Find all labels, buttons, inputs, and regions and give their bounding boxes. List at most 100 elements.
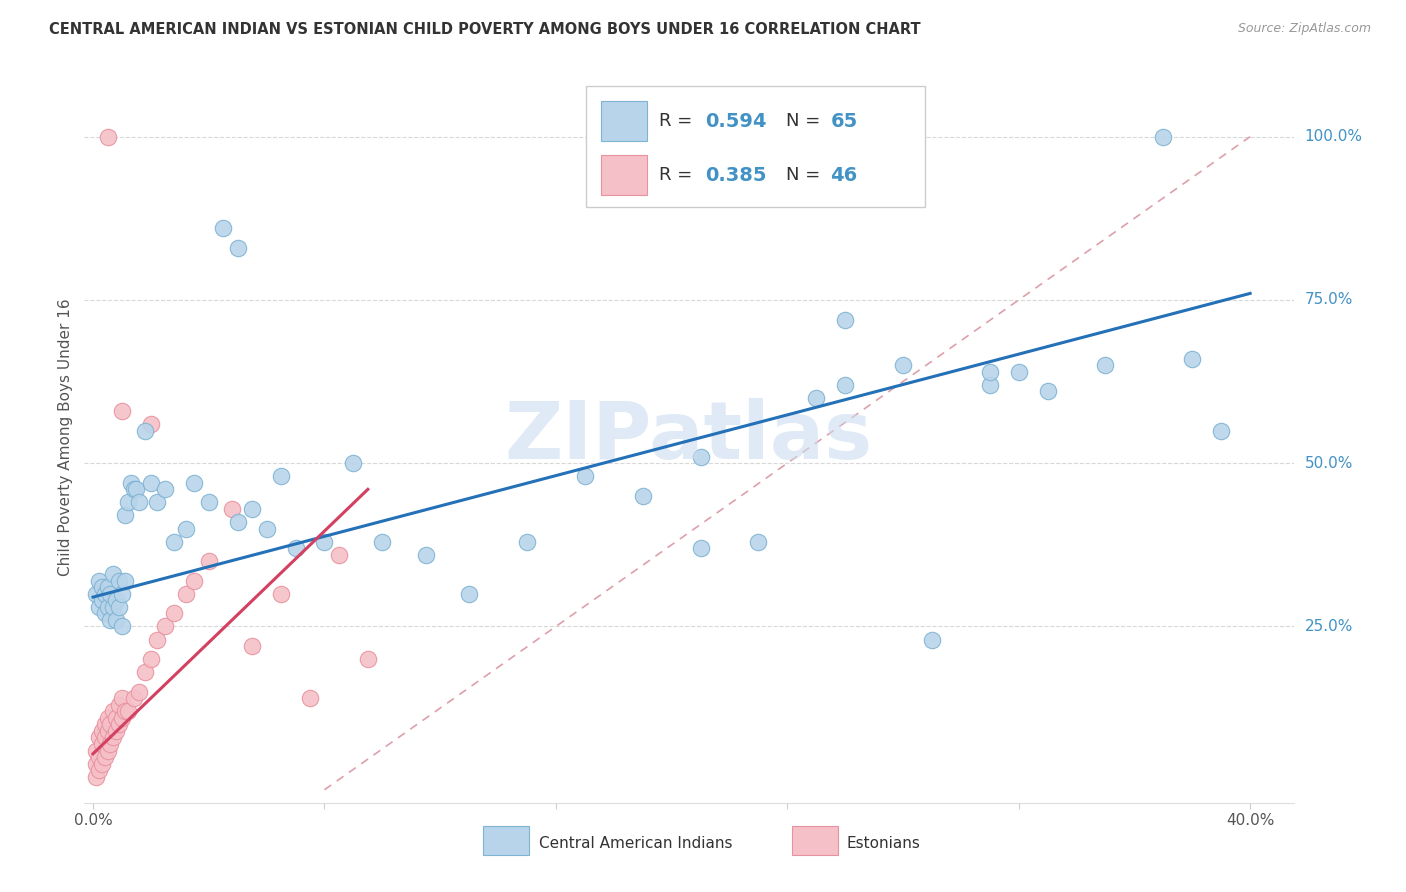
Point	[979, 377, 1001, 392]
Text: 75.0%: 75.0%	[1305, 293, 1353, 308]
Point	[120, 475, 142, 490]
Point	[139, 652, 162, 666]
Point	[921, 632, 943, 647]
Point	[183, 475, 205, 490]
Point	[84, 587, 107, 601]
Point	[100, 613, 122, 627]
Point	[1036, 384, 1059, 399]
FancyBboxPatch shape	[586, 86, 925, 207]
Text: 0.594: 0.594	[704, 112, 766, 130]
Point	[174, 521, 197, 535]
Point	[342, 456, 364, 470]
Point	[93, 607, 115, 621]
Point	[197, 554, 219, 568]
Point	[155, 483, 177, 497]
Point	[516, 534, 538, 549]
Text: R =: R =	[659, 166, 697, 185]
Y-axis label: Child Poverty Among Boys Under 16: Child Poverty Among Boys Under 16	[58, 298, 73, 576]
Point	[111, 587, 134, 601]
Point	[87, 763, 110, 777]
Point	[87, 599, 110, 614]
Point	[1008, 365, 1031, 379]
Text: Central American Indians: Central American Indians	[538, 836, 733, 851]
Point	[117, 705, 139, 719]
Text: Source: ZipAtlas.com: Source: ZipAtlas.com	[1237, 22, 1371, 36]
Point	[96, 580, 118, 594]
Point	[163, 607, 186, 621]
Point	[125, 483, 148, 497]
Point	[105, 723, 128, 738]
Text: 65: 65	[831, 112, 858, 130]
Text: N =: N =	[786, 166, 825, 185]
Point	[298, 691, 321, 706]
Point	[139, 417, 162, 431]
Point	[93, 587, 115, 601]
Point	[834, 377, 856, 392]
Point	[111, 691, 134, 706]
Point	[689, 541, 711, 555]
Point	[100, 737, 122, 751]
Point	[155, 619, 177, 633]
Point	[87, 750, 110, 764]
Point	[105, 613, 128, 627]
Text: CENTRAL AMERICAN INDIAN VS ESTONIAN CHILD POVERTY AMONG BOYS UNDER 16 CORRELATIO: CENTRAL AMERICAN INDIAN VS ESTONIAN CHIL…	[49, 22, 921, 37]
Text: 25.0%: 25.0%	[1305, 619, 1353, 634]
Point	[90, 756, 112, 771]
Point	[226, 241, 249, 255]
Point	[90, 593, 112, 607]
Point	[631, 489, 654, 503]
Point	[93, 750, 115, 764]
Point	[240, 639, 263, 653]
Point	[212, 221, 235, 235]
Point	[90, 723, 112, 738]
Point	[689, 450, 711, 464]
Point	[100, 587, 122, 601]
Point	[1211, 424, 1233, 438]
Point	[747, 534, 769, 549]
Point	[84, 770, 107, 784]
Point	[114, 574, 136, 588]
Point	[111, 711, 134, 725]
Text: 50.0%: 50.0%	[1305, 456, 1353, 471]
Point	[139, 475, 162, 490]
Point	[114, 705, 136, 719]
Point	[1152, 129, 1174, 144]
Point	[122, 691, 145, 706]
Point	[163, 534, 186, 549]
Bar	[484, 826, 529, 855]
Point	[108, 574, 131, 588]
Point	[103, 705, 125, 719]
Point	[834, 312, 856, 326]
Point	[458, 587, 481, 601]
Point	[93, 717, 115, 731]
Point	[145, 632, 167, 647]
Point	[256, 521, 278, 535]
Point	[84, 743, 107, 757]
Point	[111, 619, 134, 633]
Point	[96, 599, 118, 614]
Text: 46: 46	[831, 166, 858, 185]
Point	[108, 717, 131, 731]
Point	[415, 548, 437, 562]
Point	[183, 574, 205, 588]
Point	[87, 574, 110, 588]
Point	[314, 534, 336, 549]
Point	[357, 652, 380, 666]
Point	[111, 404, 134, 418]
Point	[93, 731, 115, 745]
Point	[328, 548, 350, 562]
Point	[371, 534, 394, 549]
Bar	[600, 155, 647, 195]
Point	[96, 743, 118, 757]
Point	[100, 717, 122, 731]
Point	[270, 587, 292, 601]
Point	[240, 502, 263, 516]
Point	[128, 685, 150, 699]
Text: Estonians: Estonians	[846, 836, 920, 851]
Point	[221, 502, 243, 516]
Point	[96, 129, 118, 144]
Text: 0.385: 0.385	[704, 166, 766, 185]
Point	[174, 587, 197, 601]
Text: R =: R =	[659, 112, 697, 130]
Point	[1094, 358, 1116, 372]
